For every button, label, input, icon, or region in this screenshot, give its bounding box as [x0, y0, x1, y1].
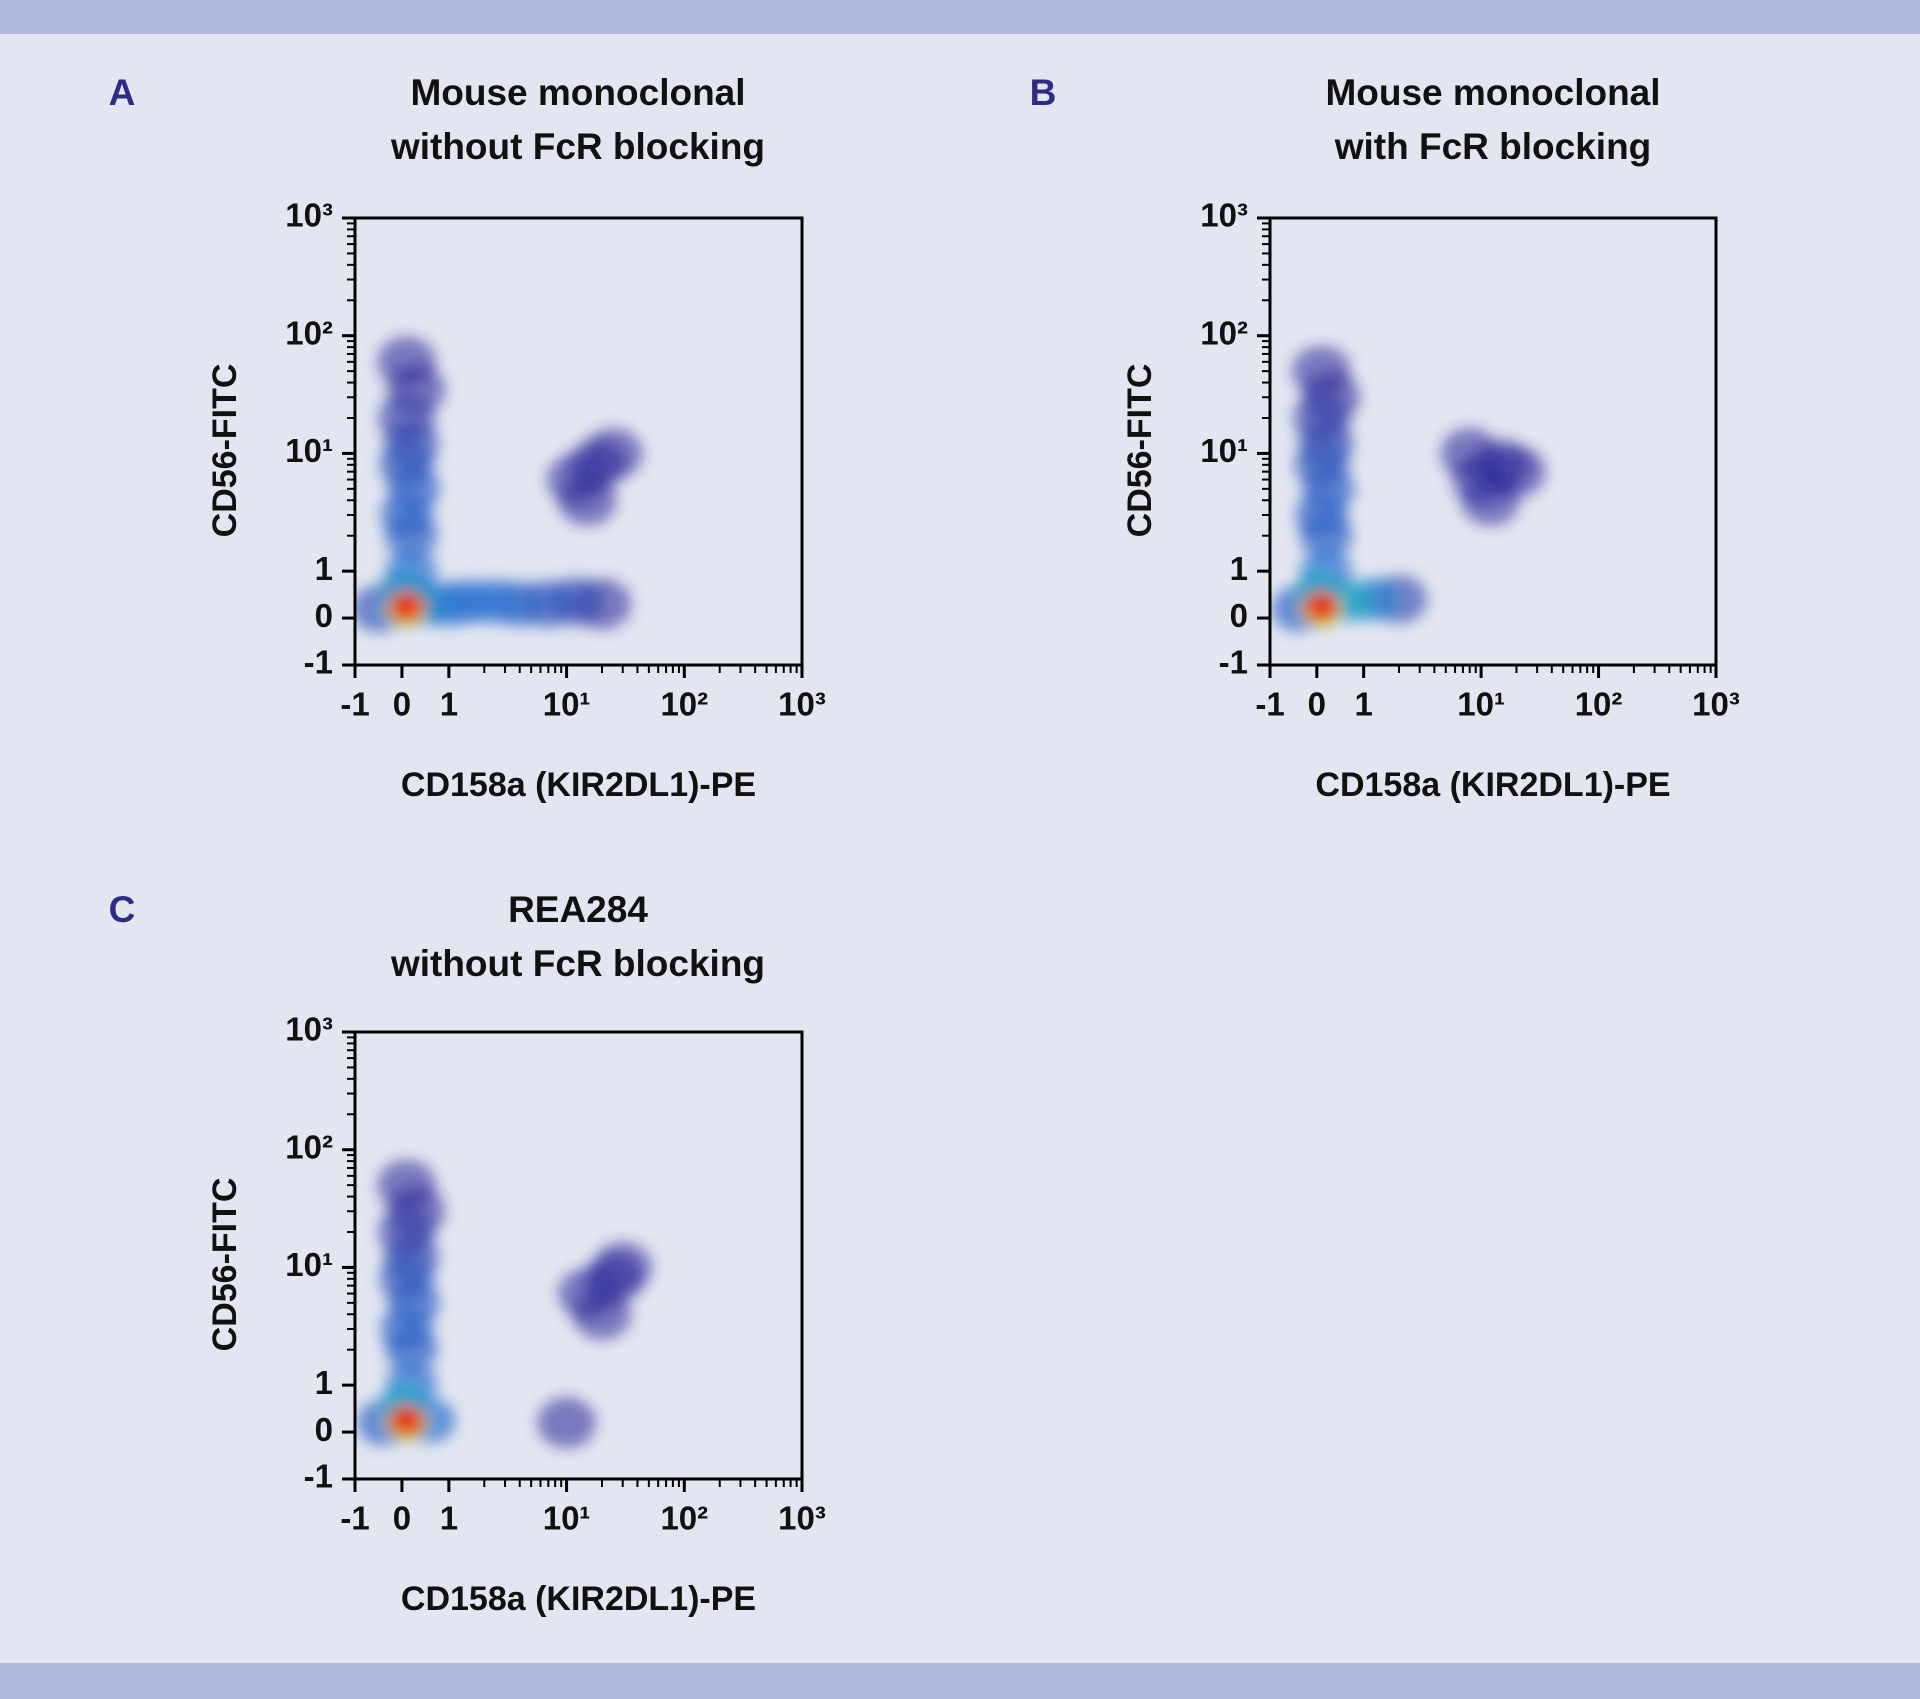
y-tick-label: 1	[315, 550, 333, 587]
x-tick-label: 0	[393, 1500, 411, 1537]
x-tick-label: -1	[340, 686, 369, 723]
x-tick-label: 10¹	[543, 1500, 591, 1537]
density-point	[378, 1207, 436, 1257]
y-tick-label: 10³	[285, 197, 333, 234]
x-tick-label: 0	[1308, 686, 1326, 723]
density-point	[537, 1397, 596, 1449]
y-tick-label: 10²	[285, 314, 333, 351]
y-tick-label: 10³	[285, 1011, 333, 1048]
density-point	[1487, 446, 1546, 498]
y-axis-title: CD56-FITC	[1121, 364, 1159, 538]
density-point	[593, 1242, 653, 1293]
plot-frame	[353, 216, 804, 667]
x-tick-label: -1	[1255, 686, 1284, 723]
x-tick-label: 1	[440, 1500, 458, 1537]
x-tick-label: 10²	[1575, 686, 1623, 723]
chart-title: without FcR blocking	[390, 943, 765, 984]
density-point	[379, 1255, 434, 1303]
top-band	[0, 0, 1920, 34]
x-tick-label: 1	[440, 686, 458, 723]
x-tick-label: 10¹	[1457, 686, 1505, 723]
y-tick-label: 0	[1230, 597, 1248, 634]
chart-title: without FcR blocking	[390, 126, 765, 167]
density-point	[1292, 393, 1351, 443]
density-cloud	[356, 1159, 653, 1449]
y-tick-label: 1	[1230, 550, 1248, 587]
density-point	[1440, 428, 1500, 479]
x-axis-title: CD158a (KIR2DL1)-PE	[401, 1580, 756, 1618]
x-axis-title: CD158a (KIR2DL1)-PE	[401, 766, 756, 804]
panel-label: A	[109, 72, 136, 113]
plot-frame	[353, 1030, 804, 1481]
y-axis-title: CD56-FITC	[206, 364, 244, 538]
plot-frame	[1268, 216, 1718, 667]
density-cloud	[1271, 345, 1546, 632]
bottom-band	[0, 1663, 1920, 1699]
x-tick-label: 10³	[778, 686, 826, 723]
y-tick-label: -1	[304, 1458, 333, 1495]
x-tick-label: 10²	[660, 1500, 708, 1537]
density-point	[378, 393, 436, 443]
panel-label: B	[1030, 72, 1057, 113]
y-tick-label: 0	[315, 597, 333, 634]
density-point	[558, 474, 617, 526]
chart-title: Mouse monoclonal	[1325, 72, 1660, 113]
x-tick-label: 0	[393, 686, 411, 723]
y-tick-label: 10³	[1200, 197, 1248, 234]
density-cloud	[355, 336, 643, 633]
density-point	[379, 441, 434, 489]
y-tick-label: 10¹	[285, 1246, 333, 1283]
x-tick-label: 10²	[660, 686, 708, 723]
x-tick-label: 10³	[1692, 686, 1740, 723]
x-tick-label: 10¹	[543, 686, 591, 723]
y-tick-label: 0	[315, 1411, 333, 1448]
density-point	[584, 428, 643, 479]
y-tick-label: 10¹	[285, 432, 333, 469]
y-axis-title: CD56-FITC	[206, 1178, 244, 1352]
y-tick-label: 10²	[1200, 314, 1248, 351]
y-tick-label: 10²	[285, 1128, 333, 1165]
y-tick-label: -1	[304, 644, 333, 681]
y-tick-label: 10¹	[1200, 432, 1248, 469]
panel-label: C	[109, 889, 136, 930]
chart-title: with FcR blocking	[1334, 126, 1652, 167]
density-point	[390, 592, 423, 621]
density-point	[390, 1406, 423, 1435]
density-point	[1305, 592, 1338, 621]
density-point	[572, 1288, 632, 1340]
x-tick-label: -1	[340, 1500, 369, 1537]
chart-title: Mouse monoclonal	[410, 72, 745, 113]
x-tick-label: 10³	[778, 1500, 826, 1537]
y-tick-label: -1	[1219, 644, 1248, 681]
chart-title: REA284	[508, 889, 648, 930]
x-axis-title: CD158a (KIR2DL1)-PE	[1315, 766, 1670, 804]
y-tick-label: 1	[315, 1364, 333, 1401]
x-tick-label: 1	[1354, 686, 1372, 723]
density-point	[1294, 441, 1349, 489]
